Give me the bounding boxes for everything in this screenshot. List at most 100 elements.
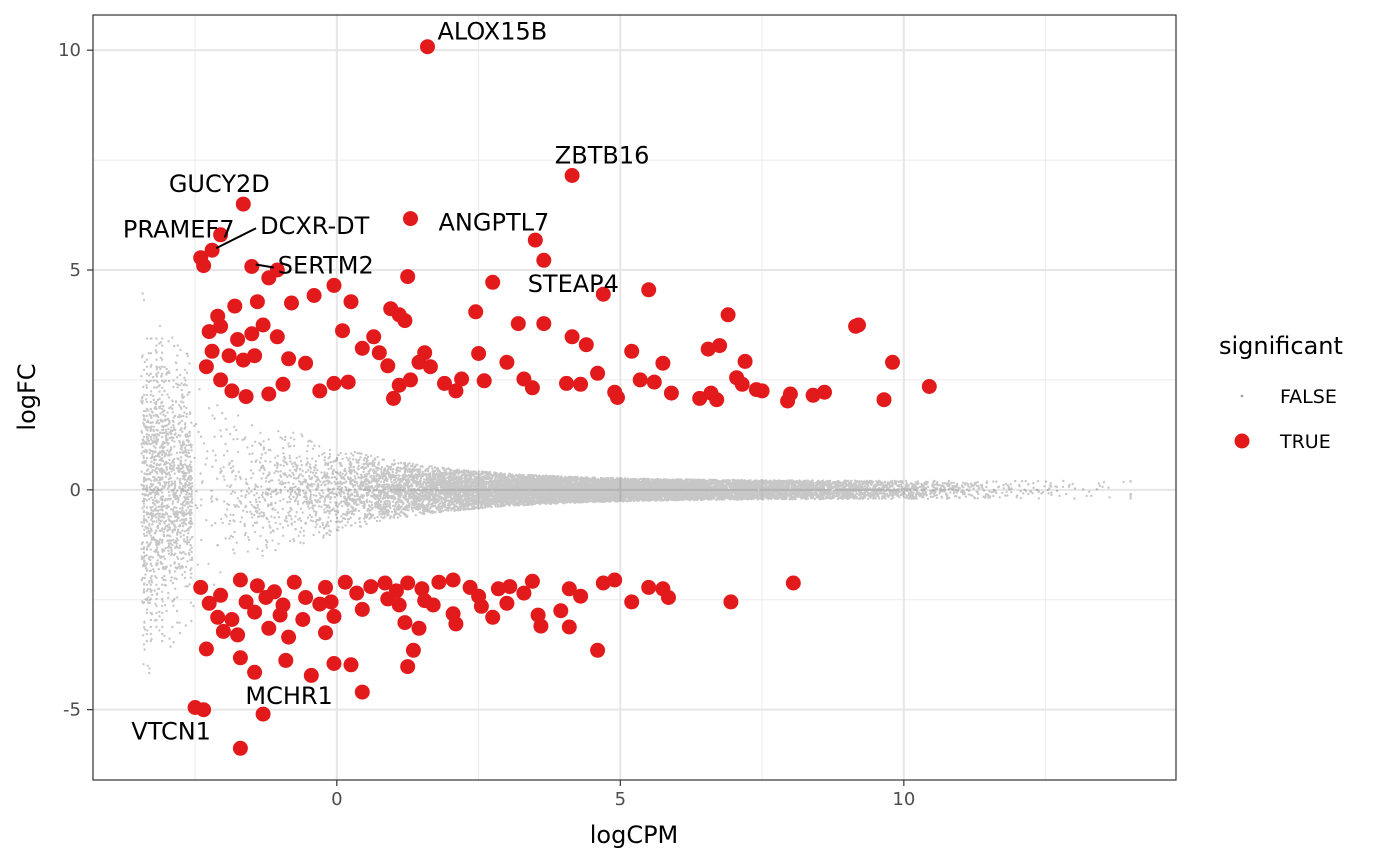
significant-point [261, 386, 277, 402]
significant-point [204, 343, 220, 359]
significant-point [244, 259, 260, 274]
significant-point [196, 258, 212, 274]
significant-point [420, 39, 435, 55]
significant-point [476, 373, 492, 389]
significant-point [468, 304, 484, 320]
x-axis-title: logCPM [590, 821, 679, 849]
significant-point [377, 575, 393, 591]
significant-point [201, 324, 217, 340]
gene-label: SERTM2 [278, 252, 374, 280]
significant-point [326, 375, 342, 391]
significant-point [510, 316, 526, 332]
significant-point [646, 374, 662, 390]
non-significant-point-cloud [140, 292, 1132, 675]
panel-border [92, 14, 1177, 781]
significant-point [224, 383, 240, 399]
significant-point [533, 618, 549, 634]
significant-point [312, 383, 328, 399]
significant-point [700, 341, 716, 357]
significant-point [235, 196, 251, 212]
significant-point [193, 579, 209, 595]
significant-point [471, 346, 487, 361]
significant-point [411, 620, 427, 636]
leader-line [215, 227, 257, 250]
significant-point [632, 372, 648, 388]
significant-point [295, 612, 311, 627]
gene-label: MCHR1 [245, 682, 332, 710]
significant-point [431, 574, 447, 590]
significant-point [397, 313, 413, 329]
significant-point [349, 585, 365, 601]
significant-point [485, 609, 501, 625]
significant-point [641, 282, 657, 298]
y-tick-label: 10 [58, 40, 81, 61]
significant-point [303, 667, 319, 683]
significant-point [590, 642, 606, 658]
significant-point [278, 652, 294, 668]
significant-point [286, 574, 302, 590]
significant-point [655, 355, 671, 371]
significant-point [343, 294, 359, 310]
significant-point [851, 317, 866, 333]
gene-label: GUCY2D [169, 170, 270, 198]
significant-point [785, 575, 801, 591]
significant-point [196, 702, 212, 718]
significant-point [272, 607, 288, 623]
significant-point [712, 338, 728, 354]
significant-point [692, 390, 708, 406]
significant-point [204, 242, 220, 258]
significant-point [247, 664, 263, 680]
significant-point [380, 591, 396, 607]
legend-label-false: FALSE [1280, 386, 1337, 408]
significant-point [391, 377, 407, 393]
x-tick-label: 10 [892, 789, 915, 810]
significant-point [405, 642, 421, 658]
significant-point [817, 384, 832, 400]
significant-point [335, 323, 350, 339]
significant-point [227, 298, 243, 314]
significant-point [564, 168, 580, 183]
significant-point [490, 581, 506, 597]
legend-key-true [1234, 433, 1250, 449]
significant-point [536, 252, 552, 268]
significant-point [610, 390, 625, 405]
significant-point [198, 641, 214, 657]
significant-point [876, 392, 892, 408]
significant-point [235, 352, 251, 368]
significant-point [709, 392, 725, 408]
significant-points [187, 39, 937, 756]
significant-point [624, 594, 640, 610]
significant-point [414, 581, 430, 597]
significant-point [249, 294, 265, 310]
x-tick-label: 0 [331, 789, 342, 810]
significant-point [213, 227, 229, 243]
gene-label: ANGPTL7 [439, 209, 550, 237]
gene-label: ZBTB16 [555, 142, 650, 170]
y-tick-label: -5 [63, 700, 81, 721]
significant-point [499, 354, 515, 370]
significant-point [215, 623, 231, 639]
plot-panel: ALOX15B ZBTB16 GUCY2D ANGPTL7 PRAMEF7 DCXR-DT… [92, 14, 1177, 781]
significant-point [527, 232, 543, 248]
significant-point [249, 578, 265, 594]
significant-point [380, 358, 396, 374]
y-tick-label: 5 [70, 260, 81, 281]
significant-point [354, 340, 370, 356]
significant-point [573, 376, 589, 392]
significant-point [805, 387, 821, 403]
significant-point [284, 295, 299, 311]
significant-point [298, 590, 314, 605]
gene-labels: ALOX15B ZBTB16 GUCY2D ANGPTL7 PRAMEF7 DCXR-DT… [123, 18, 649, 746]
significant-point [524, 573, 540, 589]
significant-point [400, 575, 416, 591]
significant-point [247, 604, 263, 620]
significant-point [921, 379, 937, 394]
significant-point [269, 262, 285, 278]
label-leader-lines [215, 227, 274, 269]
significant-point [403, 372, 418, 388]
significant-point [737, 353, 753, 369]
significant-point [232, 740, 248, 756]
significant-point [561, 619, 577, 635]
significant-point [371, 345, 387, 361]
